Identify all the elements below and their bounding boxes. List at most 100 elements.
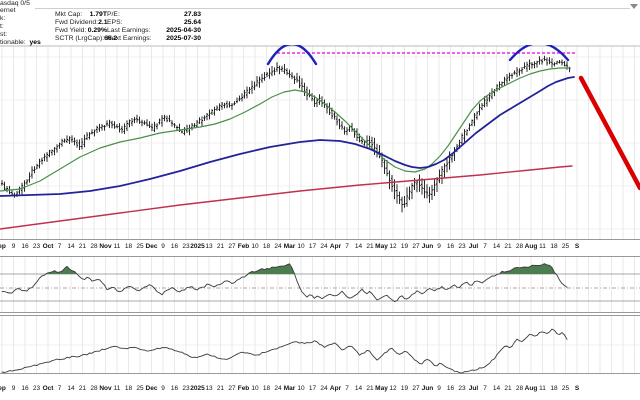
top-arc-annotation-1 (266, 45, 318, 66)
candlestick-bars (0, 55, 571, 213)
x-tick-label: 16 (446, 385, 455, 392)
x-tick-label: 28 (90, 243, 98, 250)
x-tick-label: 7 (483, 243, 487, 250)
x-tick-label: 16 (21, 243, 29, 250)
x-tick-label: 17 (308, 243, 317, 250)
eps-row: EPS: 25.64 (107, 19, 201, 26)
x-tick-label: 14 (354, 243, 363, 250)
top-arc-annotation-2 (508, 45, 570, 62)
x-tick-label: 7 (57, 243, 62, 250)
x-tick-label: 12 (389, 385, 397, 392)
fwd-dividend-row: Fwd Dividend: 2.1 (55, 19, 108, 26)
x-tick-label: 23 (182, 243, 190, 250)
x-tick-label: ep (0, 243, 6, 250)
x-tick-label: 9 (11, 243, 16, 250)
x-tick-label: 16 (21, 385, 29, 392)
x-tick-label: 25 (136, 243, 144, 250)
x-tick-label: 23 (32, 243, 41, 250)
x-tick-label: 27 (412, 385, 420, 392)
x-tick-label: 16 (446, 243, 455, 250)
slow-ma-line (0, 76, 575, 197)
x-tick-label: 23 (32, 385, 41, 392)
x-tick-label: 16 (170, 385, 179, 392)
x-tick-label: 11 (113, 243, 121, 250)
x-tick-label: 14 (354, 385, 363, 392)
x-tick-label: 14 (67, 385, 75, 392)
last-earnings-row: Last Earnings: 2025-04-30 (107, 27, 201, 34)
x-tick-label: Oct (42, 385, 54, 392)
x-tick-label: 27 (228, 385, 236, 392)
x-tick-label: 18 (262, 243, 271, 250)
x-tick-label: Mar (283, 243, 296, 250)
x-tick-label: 14 (492, 243, 501, 250)
x-tick-label: 16 (170, 243, 179, 250)
x-tick-label: 9 (437, 243, 441, 250)
actionable-row: tionable: yes (0, 39, 41, 46)
x-tick-label: 7 (57, 385, 62, 392)
x-tick-label: 11 (539, 243, 546, 250)
x-tick-label: 13 (205, 385, 213, 392)
x-tick-label: Jul (468, 385, 479, 392)
oscillator-line (1, 263, 568, 303)
x-tick-label: 23 (458, 385, 466, 392)
next-earnings-row: Next Earnings: 2025-07-30 (107, 35, 201, 42)
fast-ma-line (0, 67, 571, 192)
x-tick-label: 9 (437, 385, 441, 392)
main-price-chart (0, 45, 640, 240)
x-tick-label: 21 (216, 385, 225, 392)
pe-row: P/E: 27.83 (107, 11, 201, 18)
x-tick-label: 10 (297, 385, 305, 392)
x-tick-label: 7 (345, 385, 349, 392)
x-tick-label: ep (0, 385, 6, 392)
x-tick-label: 21 (78, 243, 87, 250)
x-tick-label: S (574, 243, 580, 250)
x-tick-label: 13 (205, 243, 213, 250)
dropdown-arrow-icon[interactable] (630, 4, 638, 9)
x-tick-label: 27 (228, 243, 236, 250)
sctr-row: SCTR (LrgCap): 66.2 (55, 35, 118, 42)
x-tick-label: 11 (539, 385, 546, 392)
x-tick-label: 18 (550, 243, 558, 250)
x-tick-label: 10 (251, 243, 259, 250)
x-tick-label: 25 (136, 385, 144, 392)
x-tick-label: 18 (124, 385, 133, 392)
stat-fragment-2: t: (0, 23, 4, 30)
stat-fragment-1: k: (0, 15, 6, 22)
overbought-green-fill (2, 263, 568, 274)
momentum-panel (0, 315, 640, 374)
actionable-value: yes (29, 39, 41, 46)
x-tick-label: 24 (320, 243, 328, 250)
x-tick-label: May (375, 385, 388, 392)
x-tick-label: Nov (99, 243, 112, 250)
x-tick-label: Jun (421, 243, 434, 250)
x-tick-label: 24 (274, 243, 282, 250)
x-tick-label: Oct (42, 243, 54, 250)
x-tick-label: 7 (483, 385, 487, 392)
mkt-cap-row: Mkt Cap: 1.79T (55, 11, 107, 18)
x-tick-label: Aug (524, 243, 538, 250)
x-tick-label: S (574, 385, 580, 392)
x-tick-label: 28 (515, 243, 524, 250)
x-tick-label: 7 (345, 243, 349, 250)
x-tick-label: 14 (67, 243, 75, 250)
x-tick-label: 10 (251, 385, 259, 392)
x-axis-labels-top: ep 9 16 23 Oct 7 14 21 28 Nov 11 18 25 Dec 9 16 23 2025 13… (0, 243, 640, 253)
x-tick-label: 24 (320, 385, 328, 392)
x-tick-label: 21 (366, 243, 374, 250)
x-tick-label: May (375, 243, 388, 250)
stat-fragment-3: st: (0, 31, 8, 38)
industry-fragment: ernet (0, 7, 16, 14)
x-tick-label: 9 (161, 243, 165, 250)
x-tick-label: Feb (237, 385, 250, 392)
x-tick-label: 24 (274, 385, 282, 392)
x-tick-label: Nov (99, 385, 112, 392)
header-divider (35, 8, 630, 9)
x-tick-label: 27 (412, 243, 420, 250)
x-tick-label: 21 (78, 385, 87, 392)
x-tick-label: Apr (329, 243, 342, 250)
fwd-yield-row: Fwd Yield: 0.29% (55, 27, 107, 34)
x-tick-label: 19 (400, 243, 409, 250)
x-tick-label: 9 (161, 385, 165, 392)
x-tick-label: 18 (262, 385, 271, 392)
